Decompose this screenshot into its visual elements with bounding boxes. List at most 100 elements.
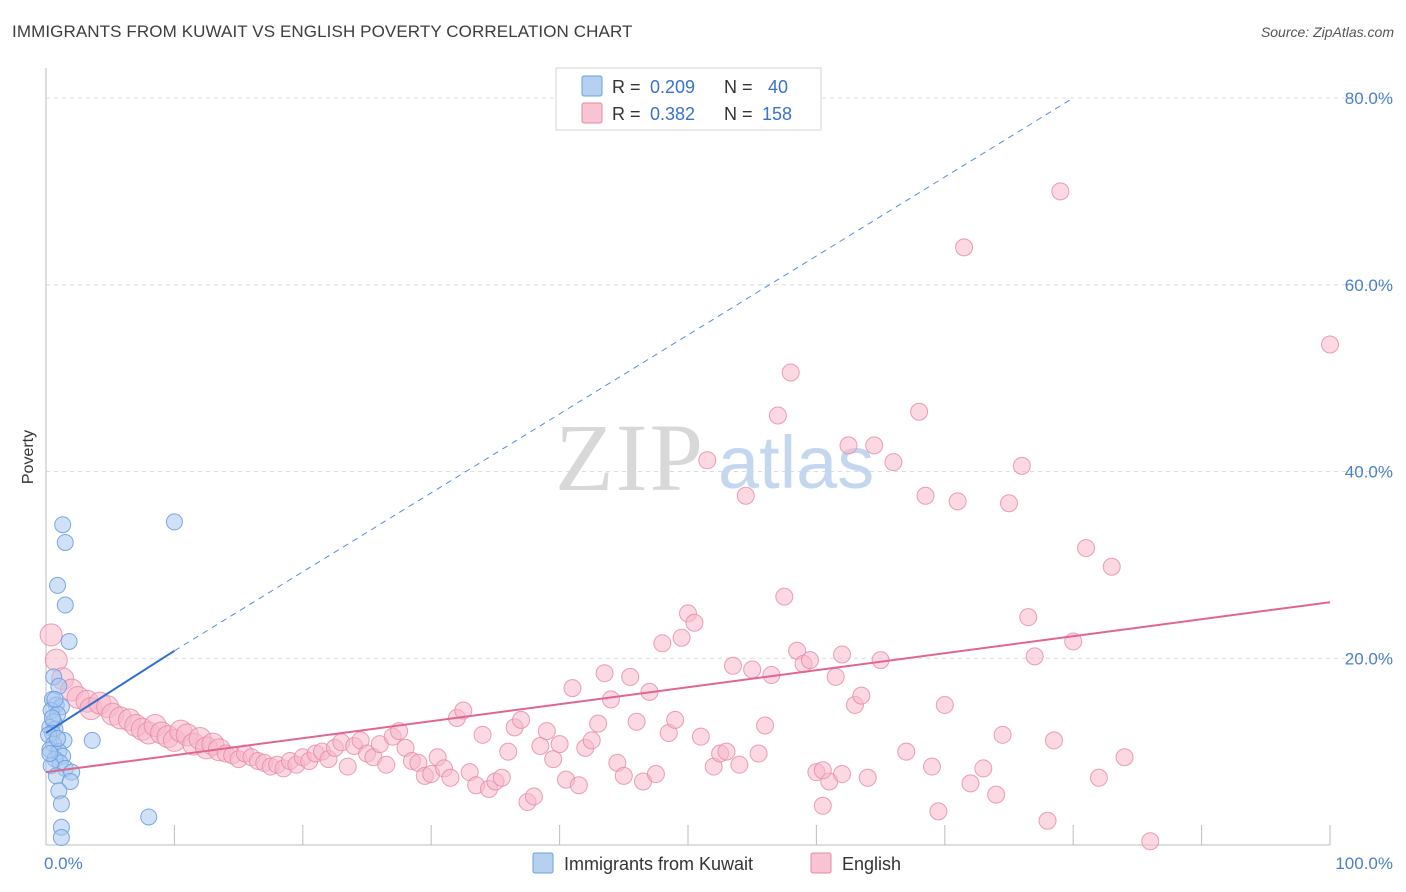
english-point bbox=[499, 742, 518, 761]
english-point bbox=[39, 623, 63, 647]
english-point bbox=[454, 701, 473, 720]
english-point bbox=[582, 731, 601, 750]
english-point bbox=[1044, 731, 1063, 750]
legend-n-label-kuwait: N = bbox=[724, 77, 753, 97]
kuwait-point bbox=[46, 690, 64, 708]
y-tick-label: 80.0% bbox=[1345, 89, 1393, 108]
english-point bbox=[717, 742, 736, 761]
english-point bbox=[1038, 811, 1057, 830]
kuwait-point bbox=[60, 632, 78, 650]
english-point bbox=[833, 645, 852, 664]
bottom-legend-label-english: English bbox=[842, 854, 901, 874]
english-point bbox=[987, 785, 1006, 804]
english-point bbox=[524, 787, 543, 806]
chart-title: IMMIGRANTS FROM KUWAIT VS ENGLISH POVERT… bbox=[12, 22, 633, 41]
english-point bbox=[852, 686, 871, 705]
english-point bbox=[922, 757, 941, 776]
bottom-legend-swatch-kuwait bbox=[532, 852, 554, 874]
kuwait-point bbox=[49, 576, 67, 594]
english-point bbox=[800, 651, 819, 670]
english-point bbox=[627, 712, 646, 731]
english-point bbox=[1141, 832, 1160, 851]
english-point bbox=[910, 402, 929, 421]
kuwait-points bbox=[40, 513, 183, 847]
english-point bbox=[813, 796, 832, 815]
axes bbox=[45, 68, 1331, 846]
english-point bbox=[601, 690, 620, 709]
kuwait-point bbox=[52, 795, 70, 813]
english-point bbox=[550, 735, 569, 754]
y-tick-label: 20.0% bbox=[1345, 649, 1393, 668]
kuwait-point bbox=[165, 513, 183, 531]
legend-r-label-kuwait: R = bbox=[612, 77, 641, 97]
english-point bbox=[884, 453, 903, 472]
bottom-legend: Immigrants from Kuwait English bbox=[532, 852, 901, 874]
english-trend-line bbox=[45, 601, 1331, 774]
english-point bbox=[646, 765, 665, 784]
english-point bbox=[1051, 182, 1070, 201]
bottom-legend-swatch-english bbox=[810, 852, 832, 874]
bottom-legend-label-kuwait: Immigrants from Kuwait bbox=[564, 854, 753, 874]
english-point bbox=[377, 755, 396, 774]
english-point bbox=[1089, 768, 1108, 787]
english-point bbox=[775, 587, 794, 606]
english-point bbox=[492, 768, 511, 787]
english-point bbox=[974, 759, 993, 778]
y-tick-labels: 20.0% 40.0% 60.0% 80.0% bbox=[1345, 89, 1393, 668]
english-point bbox=[621, 667, 640, 686]
english-point bbox=[935, 695, 954, 714]
english-point bbox=[749, 744, 768, 763]
legend-r-value-kuwait: 0.209 bbox=[650, 77, 695, 97]
english-point bbox=[537, 722, 556, 741]
english-point bbox=[1000, 494, 1018, 513]
english-point bbox=[653, 634, 672, 653]
legend-swatch-english bbox=[581, 102, 603, 124]
english-point bbox=[563, 679, 582, 698]
kuwait-point bbox=[140, 808, 158, 826]
kuwait-point bbox=[41, 744, 59, 762]
english-point bbox=[858, 768, 877, 787]
x-tick-label-start: 0.0% bbox=[44, 854, 83, 873]
english-point bbox=[897, 742, 916, 761]
y-tick-label: 60.0% bbox=[1345, 276, 1393, 295]
top-legend: R = 0.209 N = 40 R = 0.382 N = 158 bbox=[555, 67, 822, 131]
kuwait-point bbox=[61, 773, 79, 791]
kuwait-point bbox=[54, 516, 72, 534]
kuwait-point bbox=[56, 533, 74, 551]
english-point bbox=[865, 436, 884, 455]
english-point bbox=[672, 628, 691, 647]
english-point bbox=[531, 737, 550, 756]
kuwait-point bbox=[43, 709, 61, 727]
english-point bbox=[595, 664, 614, 683]
english-point bbox=[512, 710, 531, 729]
english-point bbox=[1102, 557, 1121, 576]
english-point bbox=[698, 451, 717, 470]
english-point bbox=[730, 755, 749, 774]
legend-n-value-english: 158 bbox=[762, 104, 792, 124]
english-point bbox=[839, 436, 858, 455]
english-point bbox=[955, 238, 974, 257]
kuwait-point bbox=[49, 730, 67, 748]
legend-swatch-kuwait bbox=[581, 75, 603, 97]
english-point bbox=[948, 492, 967, 511]
legend-n-value-kuwait: 40 bbox=[768, 77, 788, 97]
source-label: Source: ZipAtlas.com bbox=[1260, 24, 1394, 40]
english-point bbox=[813, 761, 832, 780]
english-point bbox=[1019, 608, 1038, 627]
english-point bbox=[1012, 456, 1031, 475]
legend-n-label-english: N = bbox=[724, 104, 753, 124]
grid-lines bbox=[46, 97, 1392, 659]
english-point bbox=[743, 660, 762, 679]
english-point bbox=[441, 768, 460, 787]
english-point bbox=[756, 716, 775, 735]
english-point bbox=[614, 766, 633, 785]
kuwait-point bbox=[83, 731, 101, 749]
english-point bbox=[589, 714, 608, 733]
english-point bbox=[691, 727, 710, 746]
kuwait-trend-line bbox=[45, 649, 175, 734]
english-point bbox=[685, 613, 704, 632]
legend-r-label-english: R = bbox=[612, 104, 641, 124]
english-point bbox=[826, 667, 845, 686]
english-point bbox=[833, 765, 852, 784]
